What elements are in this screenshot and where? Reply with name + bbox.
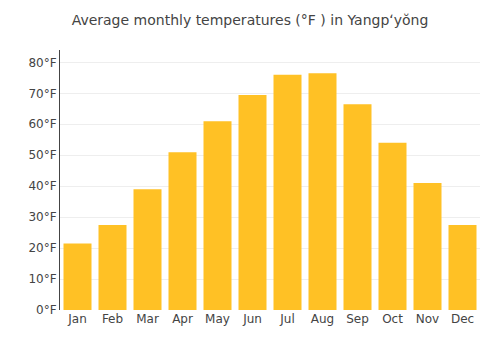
svg-text:Mar: Mar: [136, 312, 159, 326]
svg-text:Dec: Dec: [451, 312, 474, 326]
svg-text:60°F: 60°F: [28, 117, 56, 131]
svg-text:30°F: 30°F: [28, 210, 56, 224]
svg-text:Sep: Sep: [346, 312, 369, 326]
svg-text:50°F: 50°F: [28, 148, 56, 162]
svg-text:Jul: Jul: [279, 312, 294, 326]
svg-text:Jun: Jun: [242, 312, 262, 326]
svg-text:70°F: 70°F: [28, 87, 56, 101]
svg-text:May: May: [205, 312, 230, 326]
svg-text:0°F: 0°F: [36, 303, 57, 317]
svg-text:Oct: Oct: [382, 312, 403, 326]
svg-text:Average monthly temperatures (: Average monthly temperatures (°F ) in Ya…: [72, 12, 429, 28]
svg-text:Nov: Nov: [416, 312, 439, 326]
svg-text:Aug: Aug: [311, 312, 334, 326]
svg-text:Apr: Apr: [172, 312, 193, 326]
svg-text:Jan: Jan: [67, 312, 87, 326]
svg-text:40°F: 40°F: [28, 179, 56, 193]
svg-text:Feb: Feb: [102, 312, 123, 326]
svg-text:80°F: 80°F: [28, 56, 56, 70]
svg-text:10°F: 10°F: [28, 272, 56, 286]
svg-text:20°F: 20°F: [28, 241, 56, 255]
